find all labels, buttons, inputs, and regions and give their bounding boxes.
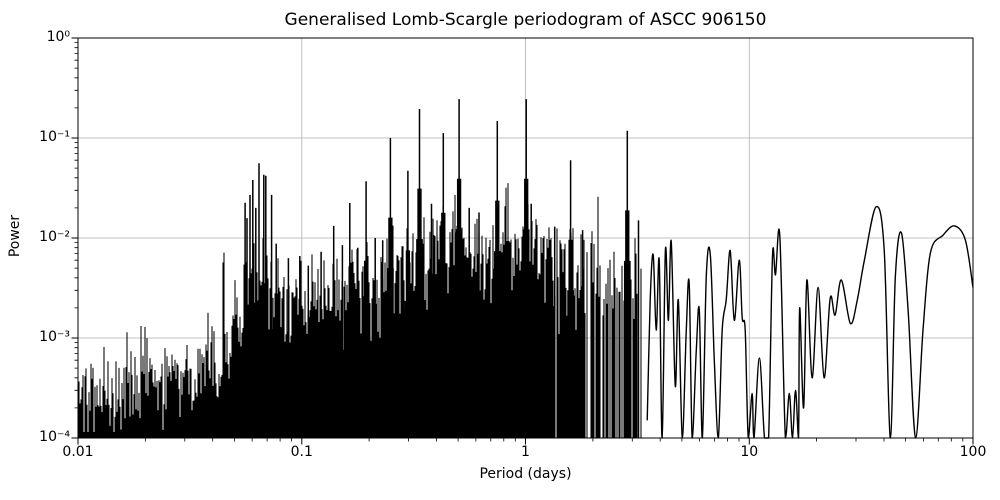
y-tick-label-10⁻⁴: 10⁻⁴: [39, 429, 70, 445]
x-tick-label-0.1: 0.1: [290, 444, 313, 460]
periodogram-peaks-series: [244, 99, 640, 438]
y-tick-label-10⁻²: 10⁻²: [39, 229, 70, 245]
periodogram-tail-series: [646, 205, 974, 439]
minor-ticks: [74, 42, 964, 442]
y-tick-label-10⁻³: 10⁻³: [39, 329, 70, 345]
periodogram-noise-series: [78, 183, 642, 438]
y-tick-label-10⁰: 10⁰: [46, 29, 70, 45]
x-tick-label-0.01: 0.01: [62, 444, 94, 460]
x-tick-label-1: 1: [521, 444, 530, 460]
x-axis-label: Period (days): [479, 466, 572, 482]
major-ticks: [71, 37, 974, 445]
x-tick-label-10: 10: [740, 444, 759, 460]
x-tick-label-100: 100: [959, 444, 987, 460]
y-tick-label-10⁻¹: 10⁻¹: [39, 129, 70, 145]
chart-title: Generalised Lomb-Scargle periodogram of …: [284, 10, 767, 30]
